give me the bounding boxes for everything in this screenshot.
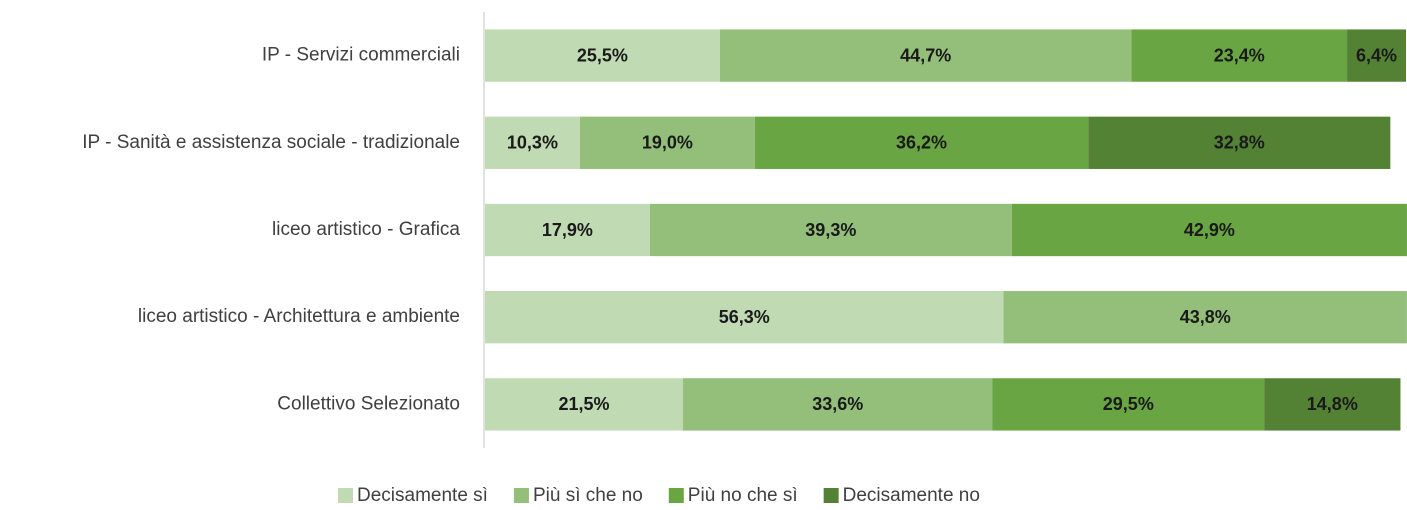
data-label: 25,5%	[577, 45, 628, 65]
y-tick-label: liceo artistico - Architettura e ambient…	[138, 306, 460, 327]
y-tick-label: Collettivo Selezionato	[277, 393, 460, 414]
y-tick-label: IP - Sanità e assistenza sociale - tradi…	[82, 132, 460, 153]
bar-segment	[1011, 203, 1407, 257]
data-label: 23,4%	[1214, 45, 1265, 65]
bar-segment	[485, 203, 650, 257]
legend-label: Più no che sì	[688, 485, 798, 506]
y-tick-label: IP - Servizi commerciali	[262, 45, 460, 66]
data-label: 44,7%	[900, 45, 951, 65]
y-tick-label: liceo artistico - Grafica	[272, 219, 460, 240]
legend-label: Decisamente no	[843, 485, 980, 506]
bar-segment	[1264, 378, 1401, 431]
data-label: 29,5%	[1103, 394, 1154, 414]
bar-segment	[992, 378, 1265, 431]
legend-swatch	[513, 488, 529, 503]
data-label: 10,3%	[507, 133, 558, 153]
bar-segment	[1003, 291, 1407, 344]
bar-segment	[1088, 116, 1391, 169]
data-label: 14,8%	[1307, 394, 1358, 414]
bar-segment	[579, 116, 755, 169]
bar-segment	[485, 116, 580, 169]
legend-swatch	[668, 488, 684, 503]
bar-segment	[485, 291, 1004, 344]
data-label: 19,0%	[642, 133, 693, 153]
bar-segment	[485, 29, 720, 82]
legend-swatch	[823, 488, 839, 503]
legend-swatch	[338, 488, 353, 503]
data-label: 42,9%	[1184, 220, 1235, 240]
bar-segment	[683, 378, 993, 431]
data-label: 39,3%	[805, 220, 856, 240]
data-label: 33,6%	[812, 394, 863, 414]
bar-segment	[754, 116, 1089, 169]
data-label: 17,9%	[542, 220, 593, 240]
bar-segment	[1131, 29, 1348, 82]
data-label: 32,8%	[1214, 133, 1265, 153]
data-label: 56,3%	[719, 307, 770, 327]
data-label: 36,2%	[896, 133, 947, 153]
bar-segment	[719, 29, 1132, 82]
data-label: 6,4%	[1356, 45, 1397, 65]
bar-segment	[485, 378, 684, 431]
bar-segment	[1347, 29, 1406, 82]
data-label: 21,5%	[558, 394, 609, 414]
legend-label: Più sì che no	[533, 485, 643, 506]
data-label: 43,8%	[1180, 307, 1231, 327]
legend-label: Decisamente sì	[357, 485, 488, 506]
bar-segment	[649, 203, 1012, 257]
